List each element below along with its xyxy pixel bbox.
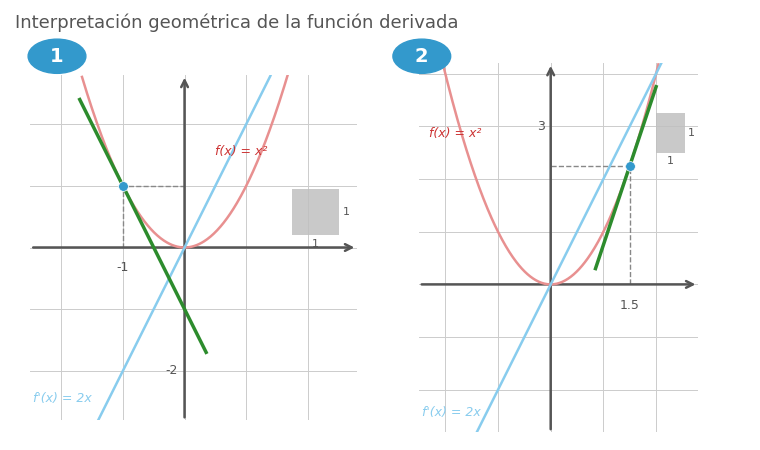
Bar: [656, 113, 685, 153]
Text: 1: 1: [667, 156, 674, 166]
Text: 2: 2: [415, 47, 429, 66]
Text: f(x) = x²: f(x) = x²: [215, 145, 268, 158]
Bar: [293, 189, 339, 235]
Text: 1: 1: [343, 207, 350, 217]
Text: f'(x) = 2x: f'(x) = 2x: [422, 406, 480, 419]
Text: 1: 1: [689, 128, 695, 138]
Text: Interpretación geométrica de la función derivada: Interpretación geométrica de la función …: [15, 14, 459, 32]
Text: 1: 1: [50, 47, 64, 66]
Text: 3: 3: [537, 120, 545, 133]
Text: f(x) = x²: f(x) = x²: [429, 127, 482, 140]
Text: 1.5: 1.5: [620, 299, 640, 312]
Text: -1: -1: [117, 261, 129, 274]
Text: f'(x) = 2x: f'(x) = 2x: [33, 392, 92, 405]
Text: -2: -2: [166, 364, 178, 377]
Text: 1: 1: [312, 239, 319, 249]
